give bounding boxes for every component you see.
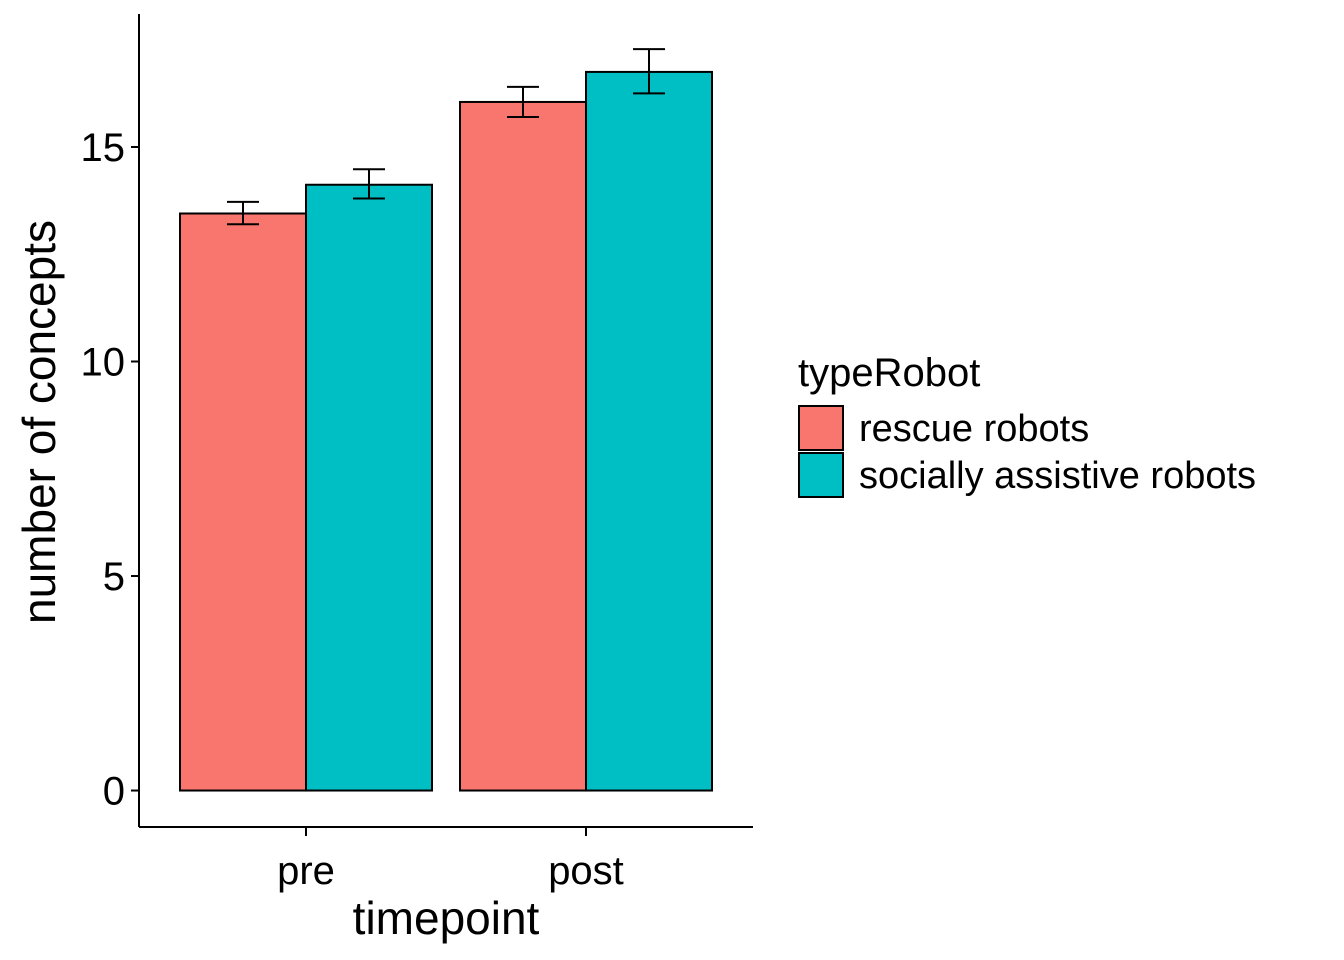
y-tick-label: 5 [103,555,125,599]
y-tick-label: 10 [81,341,126,385]
x-tick-label: pre [277,849,335,893]
legend-title: typeRobot [798,351,980,395]
bar-pre-0 [179,212,307,792]
bars-layer [179,70,713,792]
x-axis-title: timepoint [353,892,540,944]
legend-key [798,452,844,498]
legend-label: socially assistive robots [859,455,1256,497]
error-bar-pre-1 [353,168,385,200]
bar-post-0 [459,100,587,792]
legend-items: rescue robots socially assistive robots [798,405,1256,498]
error-bar-post-1 [633,48,665,95]
x-tick-label: post [548,849,624,893]
legend-key [798,405,844,451]
legend-label: rescue robots [859,408,1089,450]
legend: typeRobot rescue robots socially assistiv… [798,351,1256,498]
error-bars-layer [227,48,665,226]
legend-item: socially assistive robots [798,452,1256,498]
y-tick-label: 15 [81,126,126,170]
bar-pre-1 [305,183,433,792]
legend-item: rescue robots [798,405,1089,451]
y-ticks: 0 5 10 15 [81,126,139,814]
x-ticks: pre post [277,827,624,893]
error-bar-post-0 [507,85,539,118]
y-axis-title: number of concepts [13,220,65,624]
bar-post-1 [585,70,713,792]
axes-layer [138,14,753,828]
error-bar-pre-0 [227,200,259,226]
y-tick-label: 0 [103,770,125,814]
